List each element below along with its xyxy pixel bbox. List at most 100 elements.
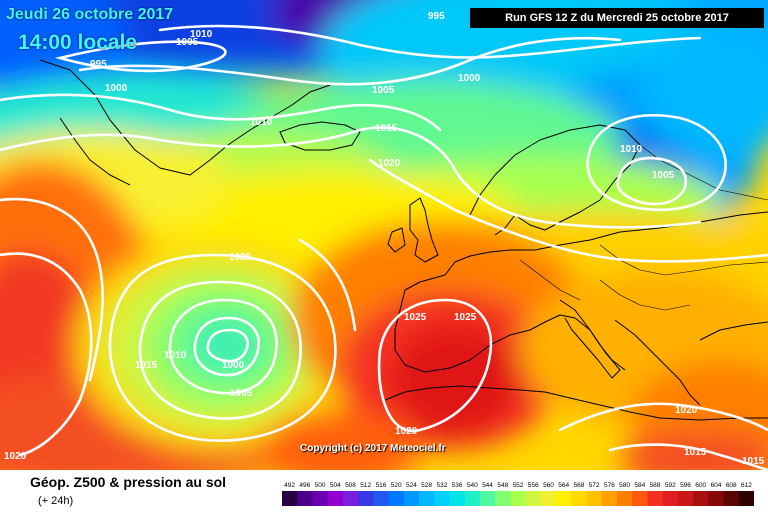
copyright-notice: Copyright (c) 2017 Meteociel.fr	[300, 443, 446, 454]
legend-swatch-604	[708, 491, 724, 506]
isobar-1020-azores	[108, 253, 337, 442]
legend-value-540: 540	[467, 482, 478, 489]
legend-value-500: 500	[315, 482, 326, 489]
isobar-1025-iberia	[377, 298, 493, 433]
isobar-label-1020-a: 1020	[378, 158, 401, 169]
british-isles-coast	[387, 197, 439, 263]
legend-swatch-556	[525, 491, 542, 506]
isobar-1015-azores	[138, 280, 302, 420]
balkans-coast	[614, 319, 768, 406]
legend-swatch-508	[342, 491, 359, 506]
isobar-1005-azores	[193, 316, 261, 377]
isobar-label-1010-c: 1010	[620, 144, 643, 155]
isobar-label-1025-b: 1025	[454, 312, 477, 323]
legend-swatch-608	[723, 491, 740, 506]
coastlines	[39, 59, 768, 421]
north-africa-coast	[384, 385, 768, 421]
isobar-label-1000-b: 1000	[458, 73, 481, 84]
legend-value-504: 504	[330, 482, 341, 489]
greenland-coast	[39, 59, 331, 186]
legend-value-544: 544	[482, 482, 493, 489]
legend-swatch-612	[738, 491, 754, 506]
isobar-label-1015-a: 1015	[375, 123, 398, 134]
isobar-label-1010-d: 1010	[164, 350, 187, 361]
isobar-label-995-b: 995	[90, 59, 107, 70]
legend-value-528: 528	[421, 482, 432, 489]
legend-value-600: 600	[695, 482, 706, 489]
legend-value-568: 568	[573, 482, 584, 489]
italy-coast	[559, 299, 621, 379]
legend-swatch-588	[647, 491, 664, 506]
legend-swatch-564	[556, 491, 572, 506]
isobar-1010-scandinavia	[586, 114, 727, 212]
legend-value-508: 508	[345, 482, 356, 489]
isobar-1005-scandinavia	[616, 156, 688, 206]
isobar-label-1005-d: 1005	[230, 388, 253, 399]
russia-borders	[519, 144, 768, 311]
isobar-label-1020-b: 1020	[229, 252, 252, 263]
legend-value-552: 552	[513, 482, 524, 489]
isobar-label-1010-b: 1010	[250, 117, 273, 128]
legend-value-588: 588	[650, 482, 661, 489]
legend-swatch-576	[601, 491, 618, 506]
forecast-time: 14:00 locale	[18, 31, 138, 54]
legend-value-584: 584	[634, 482, 645, 489]
isobar-label-1015-c: 1015	[684, 447, 707, 458]
legend-value-592: 592	[665, 482, 676, 489]
legend-value-524: 524	[406, 482, 417, 489]
legend-swatch-500	[312, 491, 329, 506]
legend-swatch-492	[282, 491, 298, 506]
legend-value-492: 492	[284, 482, 295, 489]
forecast-map: 995 995 1010 1005 1000 1005 1000 1010 10…	[0, 0, 768, 470]
legend-swatch-552	[510, 491, 527, 506]
legend-value-516: 516	[376, 482, 387, 489]
legend-value-572: 572	[589, 482, 600, 489]
isobar-1000-north	[158, 24, 702, 59]
legend-swatch-572	[586, 491, 603, 506]
isobar-label-1015-b: 1015	[135, 360, 158, 371]
legend-swatch-560	[540, 491, 557, 506]
color-scale-legend: 492 496 500 504 508 512 516 520 524 528 532 536 540 5…	[282, 482, 754, 506]
isobar-1015-west	[0, 197, 104, 382]
isobar-1020-east	[558, 402, 768, 432]
isobar-label-1005-c: 1005	[652, 170, 675, 181]
isobar-1010-north	[0, 93, 442, 132]
legend-swatch-596	[677, 491, 694, 506]
isobar-1025-west	[298, 238, 357, 332]
legend-swatch-548	[495, 491, 511, 506]
isobar-label-1010-a: 1010	[190, 29, 213, 40]
isobar-1015-east	[608, 443, 768, 470]
isobar-label-995-a: 995	[428, 11, 445, 22]
isobar-1000-azores	[206, 328, 249, 363]
legend-swatch-520	[388, 491, 405, 506]
chart-lead-time: (+ 24h)	[38, 495, 74, 507]
isobar-label-1005-b: 1005	[372, 85, 395, 96]
legend-swatch-516	[373, 491, 390, 506]
legend-swatch-592	[662, 491, 679, 506]
legend-value-532: 532	[436, 482, 447, 489]
isobar-1020-west	[0, 252, 93, 457]
isobar-label-1015-d: 1015	[742, 456, 765, 467]
legend-value-608: 608	[726, 482, 737, 489]
chart-title: Géop. Z500 & pression au sol	[30, 474, 227, 490]
isobar-label-1000-c: 1000	[222, 360, 245, 371]
continent-coast	[394, 211, 768, 373]
footer-bar: Géop. Z500 & pression au sol (+ 24h) 492…	[0, 470, 768, 512]
isobar-label-1020-c: 1020	[395, 426, 418, 437]
isobars	[0, 24, 768, 470]
isobar-995-north	[54, 40, 227, 73]
legend-value-596: 596	[680, 482, 691, 489]
model-run-label: Run GFS 12 Z du Mercredi 25 octobre 2017	[470, 8, 764, 28]
legend-swatch-568	[571, 491, 587, 506]
iceland-coast	[279, 121, 361, 151]
legend-value-548: 548	[497, 482, 508, 489]
legend-swatch-584	[632, 491, 648, 506]
legend-value-576: 576	[604, 482, 615, 489]
legend-swatch-532	[434, 491, 450, 506]
isobar-label-1000-a: 1000	[105, 83, 128, 94]
isobar-1005-north	[78, 36, 622, 86]
isobar-1015-north	[0, 126, 702, 229]
legend-swatch-524	[403, 491, 420, 506]
legend-value-604: 604	[710, 482, 721, 489]
